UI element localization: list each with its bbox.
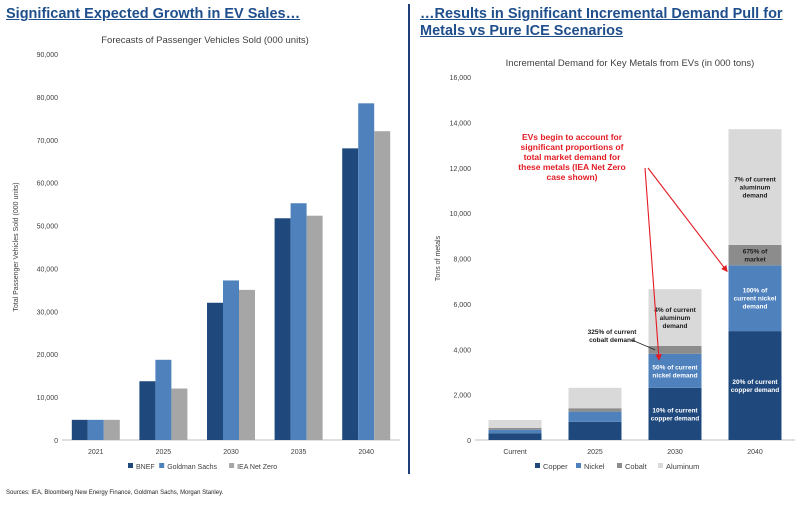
segment-label: 20% of current copper demand bbox=[731, 379, 779, 394]
bar-segment-cobalt bbox=[728, 244, 782, 266]
legend-swatch bbox=[576, 463, 581, 468]
x-tick-label: 2025 bbox=[587, 449, 603, 456]
bar-segment-aluminum bbox=[728, 129, 782, 245]
callout-text: EVs begin to account for significant prop… bbox=[518, 132, 625, 182]
legend-label: Cobalt bbox=[625, 462, 648, 471]
y-tick-label: 20,000 bbox=[37, 352, 59, 359]
y-tick-label: 90,000 bbox=[37, 52, 59, 59]
legend-label: Aluminum bbox=[666, 462, 699, 471]
cobalt-leader-line bbox=[631, 339, 656, 351]
bar-segment-copper bbox=[488, 433, 542, 440]
bar-segment-aluminum bbox=[568, 387, 622, 409]
bar-iea-net-zero bbox=[374, 131, 391, 440]
y-tick-label: 80,000 bbox=[37, 95, 59, 102]
x-tick-label: 2021 bbox=[88, 449, 104, 456]
chart-title: Incremental Demand for Key Metals from E… bbox=[506, 58, 755, 69]
source-note: Sources: IEA, Bloomberg New Energy Finan… bbox=[6, 490, 224, 496]
bar-iea-net-zero bbox=[103, 419, 120, 440]
segment-label: 100% of current nickel demand bbox=[734, 288, 777, 311]
bar-goldman-sachs bbox=[223, 280, 239, 440]
cobalt-demand-note: 325% of current cobalt demand bbox=[588, 329, 638, 344]
y-tick-label: 30,000 bbox=[37, 309, 59, 316]
x-tick-label: 2030 bbox=[667, 449, 683, 456]
segment-label: 4% of current aluminum demand bbox=[654, 307, 696, 330]
x-tick-label: Current bbox=[503, 449, 526, 456]
y-tick-label: 16,000 bbox=[450, 75, 472, 82]
bar-goldman-sachs bbox=[155, 359, 172, 440]
y-tick-label: 6,000 bbox=[453, 302, 471, 309]
legend-swatch bbox=[658, 463, 663, 468]
x-tick-label: 2030 bbox=[223, 449, 239, 456]
y-tick-label: 8,000 bbox=[453, 257, 471, 264]
y-tick-label: 60,000 bbox=[37, 181, 59, 188]
x-tick-label: 2025 bbox=[156, 449, 172, 456]
x-tick-label: 2040 bbox=[747, 449, 763, 456]
bar-goldman-sachs bbox=[87, 419, 104, 440]
y-tick-label: 12,000 bbox=[450, 166, 472, 173]
bar-iea-net-zero bbox=[171, 388, 188, 440]
bar-segment-nickel bbox=[728, 265, 782, 332]
segment-label: 675% of market bbox=[743, 249, 768, 264]
legend-label: IEA Net Zero bbox=[237, 464, 277, 471]
x-tick-label: 2040 bbox=[358, 449, 374, 456]
bar-segment-cobalt bbox=[488, 427, 542, 430]
y-tick-label: 14,000 bbox=[450, 120, 472, 127]
bar-segment-copper bbox=[568, 421, 622, 440]
bar-segment-copper bbox=[728, 331, 782, 440]
legend-label: BNEF bbox=[136, 464, 155, 471]
section-divider bbox=[408, 4, 410, 474]
segment-label: 10% of current copper demand bbox=[651, 407, 699, 422]
y-tick-label: 10,000 bbox=[450, 211, 472, 218]
bar-segment-cobalt bbox=[648, 345, 702, 354]
y-axis-label: Total Passenger Vehicles Sold (000 units… bbox=[13, 182, 20, 311]
metals-demand-chart: Incremental Demand for Key Metals from E… bbox=[435, 58, 795, 471]
callout-arrow-2040 bbox=[647, 167, 728, 273]
y-tick-label: 50,000 bbox=[37, 224, 59, 231]
legend-label: Copper bbox=[543, 462, 568, 471]
right-heading: …Results in Significant Incremental Dema… bbox=[420, 6, 783, 39]
segment-label: 50% of current nickel demand bbox=[652, 364, 698, 379]
legend-swatch bbox=[617, 463, 622, 468]
bar-iea-net-zero bbox=[306, 215, 323, 440]
bar-segment-nickel bbox=[488, 429, 542, 434]
y-tick-label: 0 bbox=[467, 438, 471, 445]
legend-swatch bbox=[159, 463, 165, 468]
legend-swatch bbox=[128, 463, 133, 468]
legend-swatch bbox=[229, 463, 235, 468]
y-tick-label: 40,000 bbox=[37, 266, 59, 273]
bar-bnef bbox=[274, 218, 291, 440]
bar-bnef bbox=[342, 148, 359, 440]
bar-segment-cobalt bbox=[568, 408, 622, 412]
chart-title: Forecasts of Passenger Vehicles Sold (00… bbox=[101, 35, 309, 46]
y-tick-label: 70,000 bbox=[37, 138, 59, 145]
y-tick-label: 0 bbox=[54, 438, 58, 445]
bar-bnef bbox=[71, 419, 88, 440]
y-tick-label: 10,000 bbox=[37, 395, 59, 402]
y-tick-label: 2,000 bbox=[453, 393, 471, 400]
bar-segment-aluminum bbox=[488, 420, 542, 428]
vehicle-sales-chart: Forecasts of Passenger Vehicles Sold (00… bbox=[13, 35, 400, 471]
bar-bnef bbox=[139, 381, 156, 440]
left-heading: Significant Expected Growth in EV Sales… bbox=[6, 6, 301, 22]
bar-segment-nickel bbox=[568, 411, 622, 422]
bar-iea-net-zero bbox=[239, 289, 255, 440]
legend-swatch bbox=[535, 463, 540, 468]
bar-goldman-sachs bbox=[358, 103, 375, 441]
x-tick-label: 2035 bbox=[291, 449, 307, 456]
segment-label: 7% of current aluminum demand bbox=[734, 177, 776, 200]
legend-label: Goldman Sachs bbox=[167, 464, 217, 471]
y-tick-label: 4,000 bbox=[453, 347, 471, 354]
callout-arrow-2030 bbox=[644, 167, 662, 361]
bar-bnef bbox=[207, 302, 223, 440]
legend-label: Nickel bbox=[584, 462, 605, 471]
y-axis-label: Tons of metals bbox=[435, 235, 442, 281]
bar-segment-copper bbox=[648, 387, 702, 440]
bar-goldman-sachs bbox=[290, 203, 307, 440]
